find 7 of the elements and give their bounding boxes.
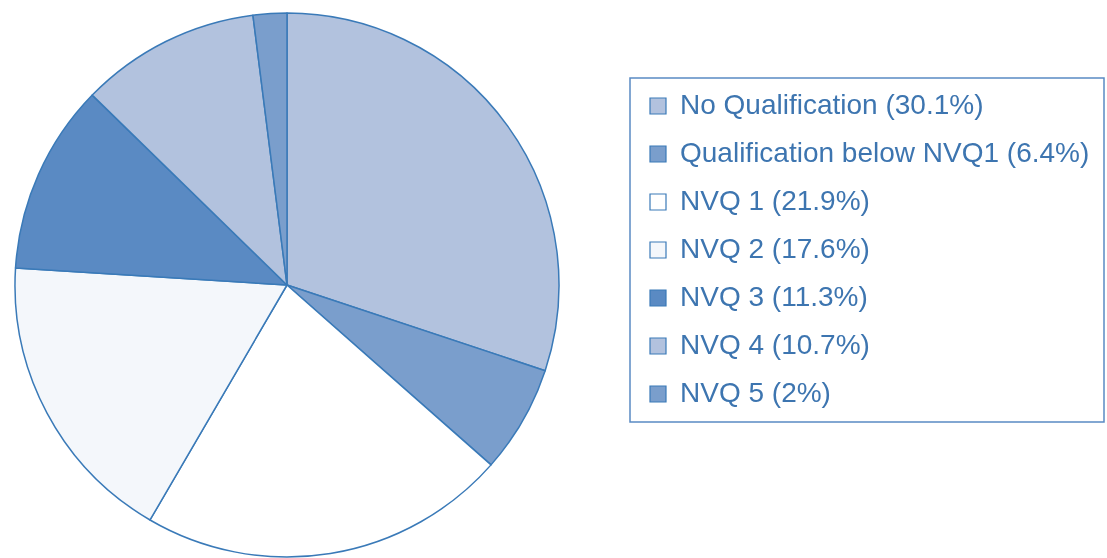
legend-label: NVQ 5 (2%) [680,377,831,408]
legend-label: Qualification below NVQ1 (6.4%) [680,137,1090,168]
legend-label: NVQ 3 (11.3%) [680,281,868,312]
legend-label: NVQ 2 (17.6%) [680,233,870,264]
legend-label: No Qualification (30.1%) [680,89,984,120]
legend-label: NVQ 1 (21.9%) [680,185,870,216]
legend-label: NVQ 4 (10.7%) [680,329,870,360]
